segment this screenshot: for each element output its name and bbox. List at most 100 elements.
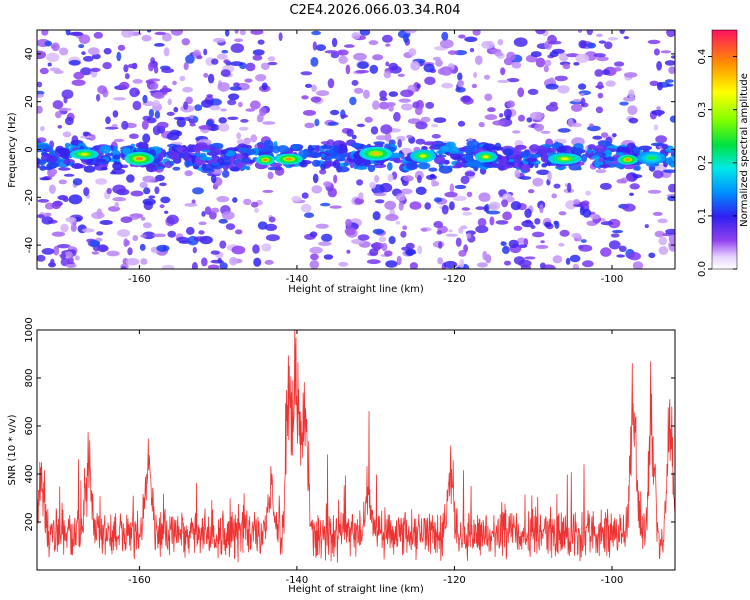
heatmap-cell xyxy=(429,173,436,179)
heatmap-cell xyxy=(142,222,152,229)
heatmap-cell xyxy=(200,156,213,161)
heatmap-cell xyxy=(521,220,534,228)
heatmap-cell xyxy=(166,111,175,116)
heatmap-cell xyxy=(586,30,593,36)
heatmap-cell xyxy=(628,89,635,99)
heatmap-cell xyxy=(600,247,612,257)
heatmap-cell xyxy=(373,141,385,145)
heatmap-cell xyxy=(99,220,113,225)
heatmap-cell xyxy=(71,163,83,169)
heatmap-cell xyxy=(159,204,165,209)
heatmap-cell xyxy=(78,44,85,49)
heatmap-cell xyxy=(356,123,365,128)
heatmap-cell xyxy=(345,64,351,75)
heatmap-cell xyxy=(159,182,167,187)
heatmap-cell xyxy=(48,168,58,175)
heatmap-cell xyxy=(182,149,192,153)
heatmap-cell xyxy=(300,203,312,213)
heatmap-cell xyxy=(485,161,494,165)
heatmap-cell xyxy=(417,175,422,184)
heatmap-cell xyxy=(311,30,321,36)
heatmap-cell xyxy=(668,242,675,252)
heatmap-cell xyxy=(64,142,71,149)
heatmap-cell xyxy=(545,83,559,90)
heatmap-cell xyxy=(337,49,349,56)
heatmap-cell xyxy=(415,106,423,116)
heatmap-cell xyxy=(594,144,607,153)
heatmap-cell xyxy=(547,171,552,182)
heatmap-cell xyxy=(486,210,501,215)
heatmap-cell xyxy=(497,155,503,160)
heatmap-cell xyxy=(310,253,319,261)
heatmap-cell xyxy=(320,145,333,150)
heatmap-cell xyxy=(222,169,230,178)
heatmap-cell xyxy=(240,119,249,123)
snr-ytick-label: 400 xyxy=(24,464,35,483)
chart-title: C2E4.2026.066.03.34.R04 xyxy=(289,3,460,18)
heatmap-cell xyxy=(96,93,101,102)
heatmap-cell xyxy=(221,49,229,54)
heatmap-cell xyxy=(41,216,54,225)
heatmap-cell xyxy=(615,152,625,156)
heatmap-cell xyxy=(514,169,521,178)
heatmap-cell xyxy=(536,169,550,176)
heatmap-cell xyxy=(488,201,501,211)
heatmap-cell xyxy=(185,54,195,64)
heatmap-cell xyxy=(210,259,224,264)
heatmap-cell xyxy=(238,126,249,131)
heatmap-cell xyxy=(388,91,398,97)
heatmap-cell xyxy=(63,173,75,177)
heatmap-cell xyxy=(664,60,675,66)
heatmap-cell xyxy=(167,230,176,238)
heatmap-cell xyxy=(37,93,44,98)
heatmap-cell xyxy=(484,114,498,121)
colorbar-tick-label: 0.0 xyxy=(697,261,708,277)
heatmap-cell xyxy=(67,246,75,250)
heatmap-cell xyxy=(345,218,352,228)
heatmap-cell xyxy=(668,66,675,74)
heatmap-cell xyxy=(189,115,194,119)
heatmap-cell xyxy=(201,257,208,267)
heatmap-cell xyxy=(492,120,506,126)
heatmap-cell xyxy=(420,116,431,123)
heatmap-cell xyxy=(185,96,193,105)
heatmap-cell xyxy=(670,153,675,157)
heatmap-cell xyxy=(482,250,488,261)
heatmap-cell xyxy=(567,182,572,193)
heatmap-cell xyxy=(232,153,246,160)
heatmap-cell xyxy=(438,165,453,174)
heatmap-cell xyxy=(63,96,68,104)
snr-ytick-label: 200 xyxy=(24,512,35,531)
heatmap-cell xyxy=(57,107,72,112)
heatmap-cell xyxy=(172,166,181,171)
heatmap-cell xyxy=(198,125,212,130)
heatmap-cell xyxy=(595,106,604,114)
heatmap-cell xyxy=(257,39,265,45)
heatmap-cell xyxy=(654,230,665,238)
heatmap-cell xyxy=(483,205,489,212)
heatmap-cell xyxy=(301,192,309,199)
heatmap-cell xyxy=(311,185,323,194)
heatmap-cell xyxy=(449,183,455,194)
heatmap-cell xyxy=(245,108,255,112)
heatmap-cell xyxy=(62,131,72,138)
heatmap-cell xyxy=(664,79,674,83)
heatmap-cell xyxy=(499,113,504,118)
heatmap-cell xyxy=(265,234,280,242)
heatmap-cell xyxy=(648,252,656,259)
heatmap-cell xyxy=(216,195,230,203)
heatmap-cell xyxy=(106,187,112,195)
heatmap-cell xyxy=(112,110,119,118)
heatmap-cell xyxy=(517,87,525,98)
heatmap-cell xyxy=(494,51,504,57)
heatmap-cell xyxy=(48,184,56,194)
heatmap-cell xyxy=(173,106,179,113)
heatmap-cell xyxy=(366,259,381,265)
heatmap-cell xyxy=(50,258,55,266)
heatmap-cell xyxy=(65,263,77,268)
heatmap-cell xyxy=(658,246,669,255)
heatmap-cell xyxy=(51,231,66,237)
heatmap-cell xyxy=(610,233,620,238)
heatmap-cell xyxy=(412,101,420,109)
heatmap-cell xyxy=(245,62,256,72)
